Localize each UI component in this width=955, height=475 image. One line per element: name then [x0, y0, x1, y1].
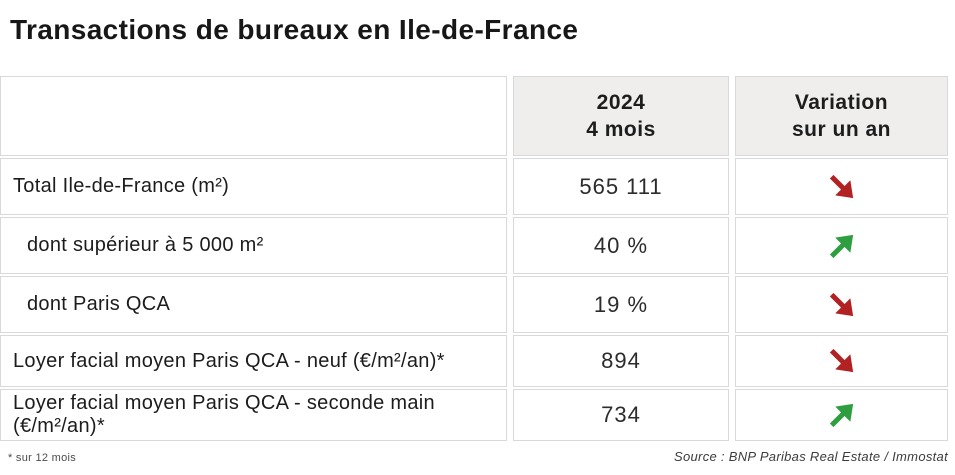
header-period-line1: 2024	[596, 90, 646, 114]
trend-down-icon	[824, 169, 860, 205]
trend-up-icon	[824, 397, 860, 433]
row-variation-loyer-seconde-main	[735, 389, 948, 441]
header-variation-line2: sur un an	[791, 118, 891, 141]
header-variation-line1: Variation	[794, 90, 889, 114]
row-label-paris-qca: dont Paris QCA	[0, 276, 507, 333]
header-variation: Variation sur un an	[735, 76, 948, 156]
row-label-loyer-seconde-main: Loyer facial moyen Paris QCA - seconde m…	[0, 389, 507, 441]
row-value-loyer-neuf: 894	[513, 335, 729, 387]
footer: * sur 12 mois Source : BNP Paribas Real …	[0, 449, 948, 464]
row-label-loyer-neuf: Loyer facial moyen Paris QCA - neuf (€/m…	[0, 335, 507, 387]
row-value-loyer-seconde-main: 734	[513, 389, 729, 441]
trend-up-icon	[824, 228, 860, 264]
trend-down-icon	[824, 343, 860, 379]
header-period-line2: 4 mois	[586, 118, 656, 141]
row-label-total-idf: Total Ile-de-France (m²)	[0, 158, 507, 215]
page-title: Transactions de bureaux en Ile-de-France	[10, 14, 579, 45]
row-value-paris-qca: 19 %	[513, 276, 729, 333]
row-label-sup-5000: dont supérieur à 5 000 m²	[0, 217, 507, 274]
transactions-table: 2024 4 mois Variation sur un an Total Il…	[0, 76, 948, 441]
row-variation-paris-qca	[735, 276, 948, 333]
row-variation-sup-5000	[735, 217, 948, 274]
header-empty-cell	[0, 76, 507, 156]
header-period: 2024 4 mois	[513, 76, 729, 156]
row-value-sup-5000: 40 %	[513, 217, 729, 274]
row-variation-loyer-neuf	[735, 335, 948, 387]
footnote: * sur 12 mois	[8, 452, 77, 464]
source-credit: Source : BNP Paribas Real Estate / Immos…	[674, 449, 948, 464]
row-value-total-idf: 565 111	[513, 158, 729, 215]
row-variation-total-idf	[735, 158, 948, 215]
trend-down-icon	[824, 287, 860, 323]
